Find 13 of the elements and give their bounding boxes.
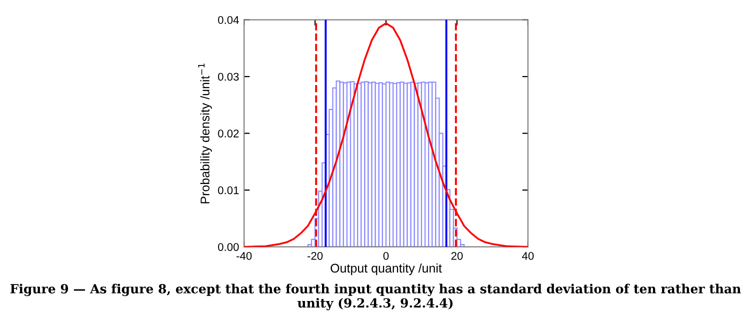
y-tick-label: 0.04 — [218, 16, 239, 24]
caption: Figure 9 — As figure 8, except that the fourth input quantity has a standard deviation of ten rather than unity (9.2.4.3, 9.2.4.4) — [10, 284, 741, 310]
x-tick-label: 0 — [383, 252, 389, 260]
y-tick-label: 0.00 — [218, 243, 239, 251]
y-axis-title: Probability density /unit$^{−1}$ — [198, 64, 212, 204]
y-tick-label: 0.02 — [218, 130, 239, 138]
y-tick-label: 0.01 — [218, 186, 239, 194]
x-tick-label: -20 — [308, 252, 323, 260]
x-tick-label: 20 — [451, 252, 463, 260]
x-axis-title: Output quantity /unit — [330, 263, 442, 276]
x-tick-label: 40 — [522, 252, 534, 260]
y-tick-label: 0.03 — [218, 72, 239, 81]
x-tick-label: -40 — [236, 252, 252, 260]
